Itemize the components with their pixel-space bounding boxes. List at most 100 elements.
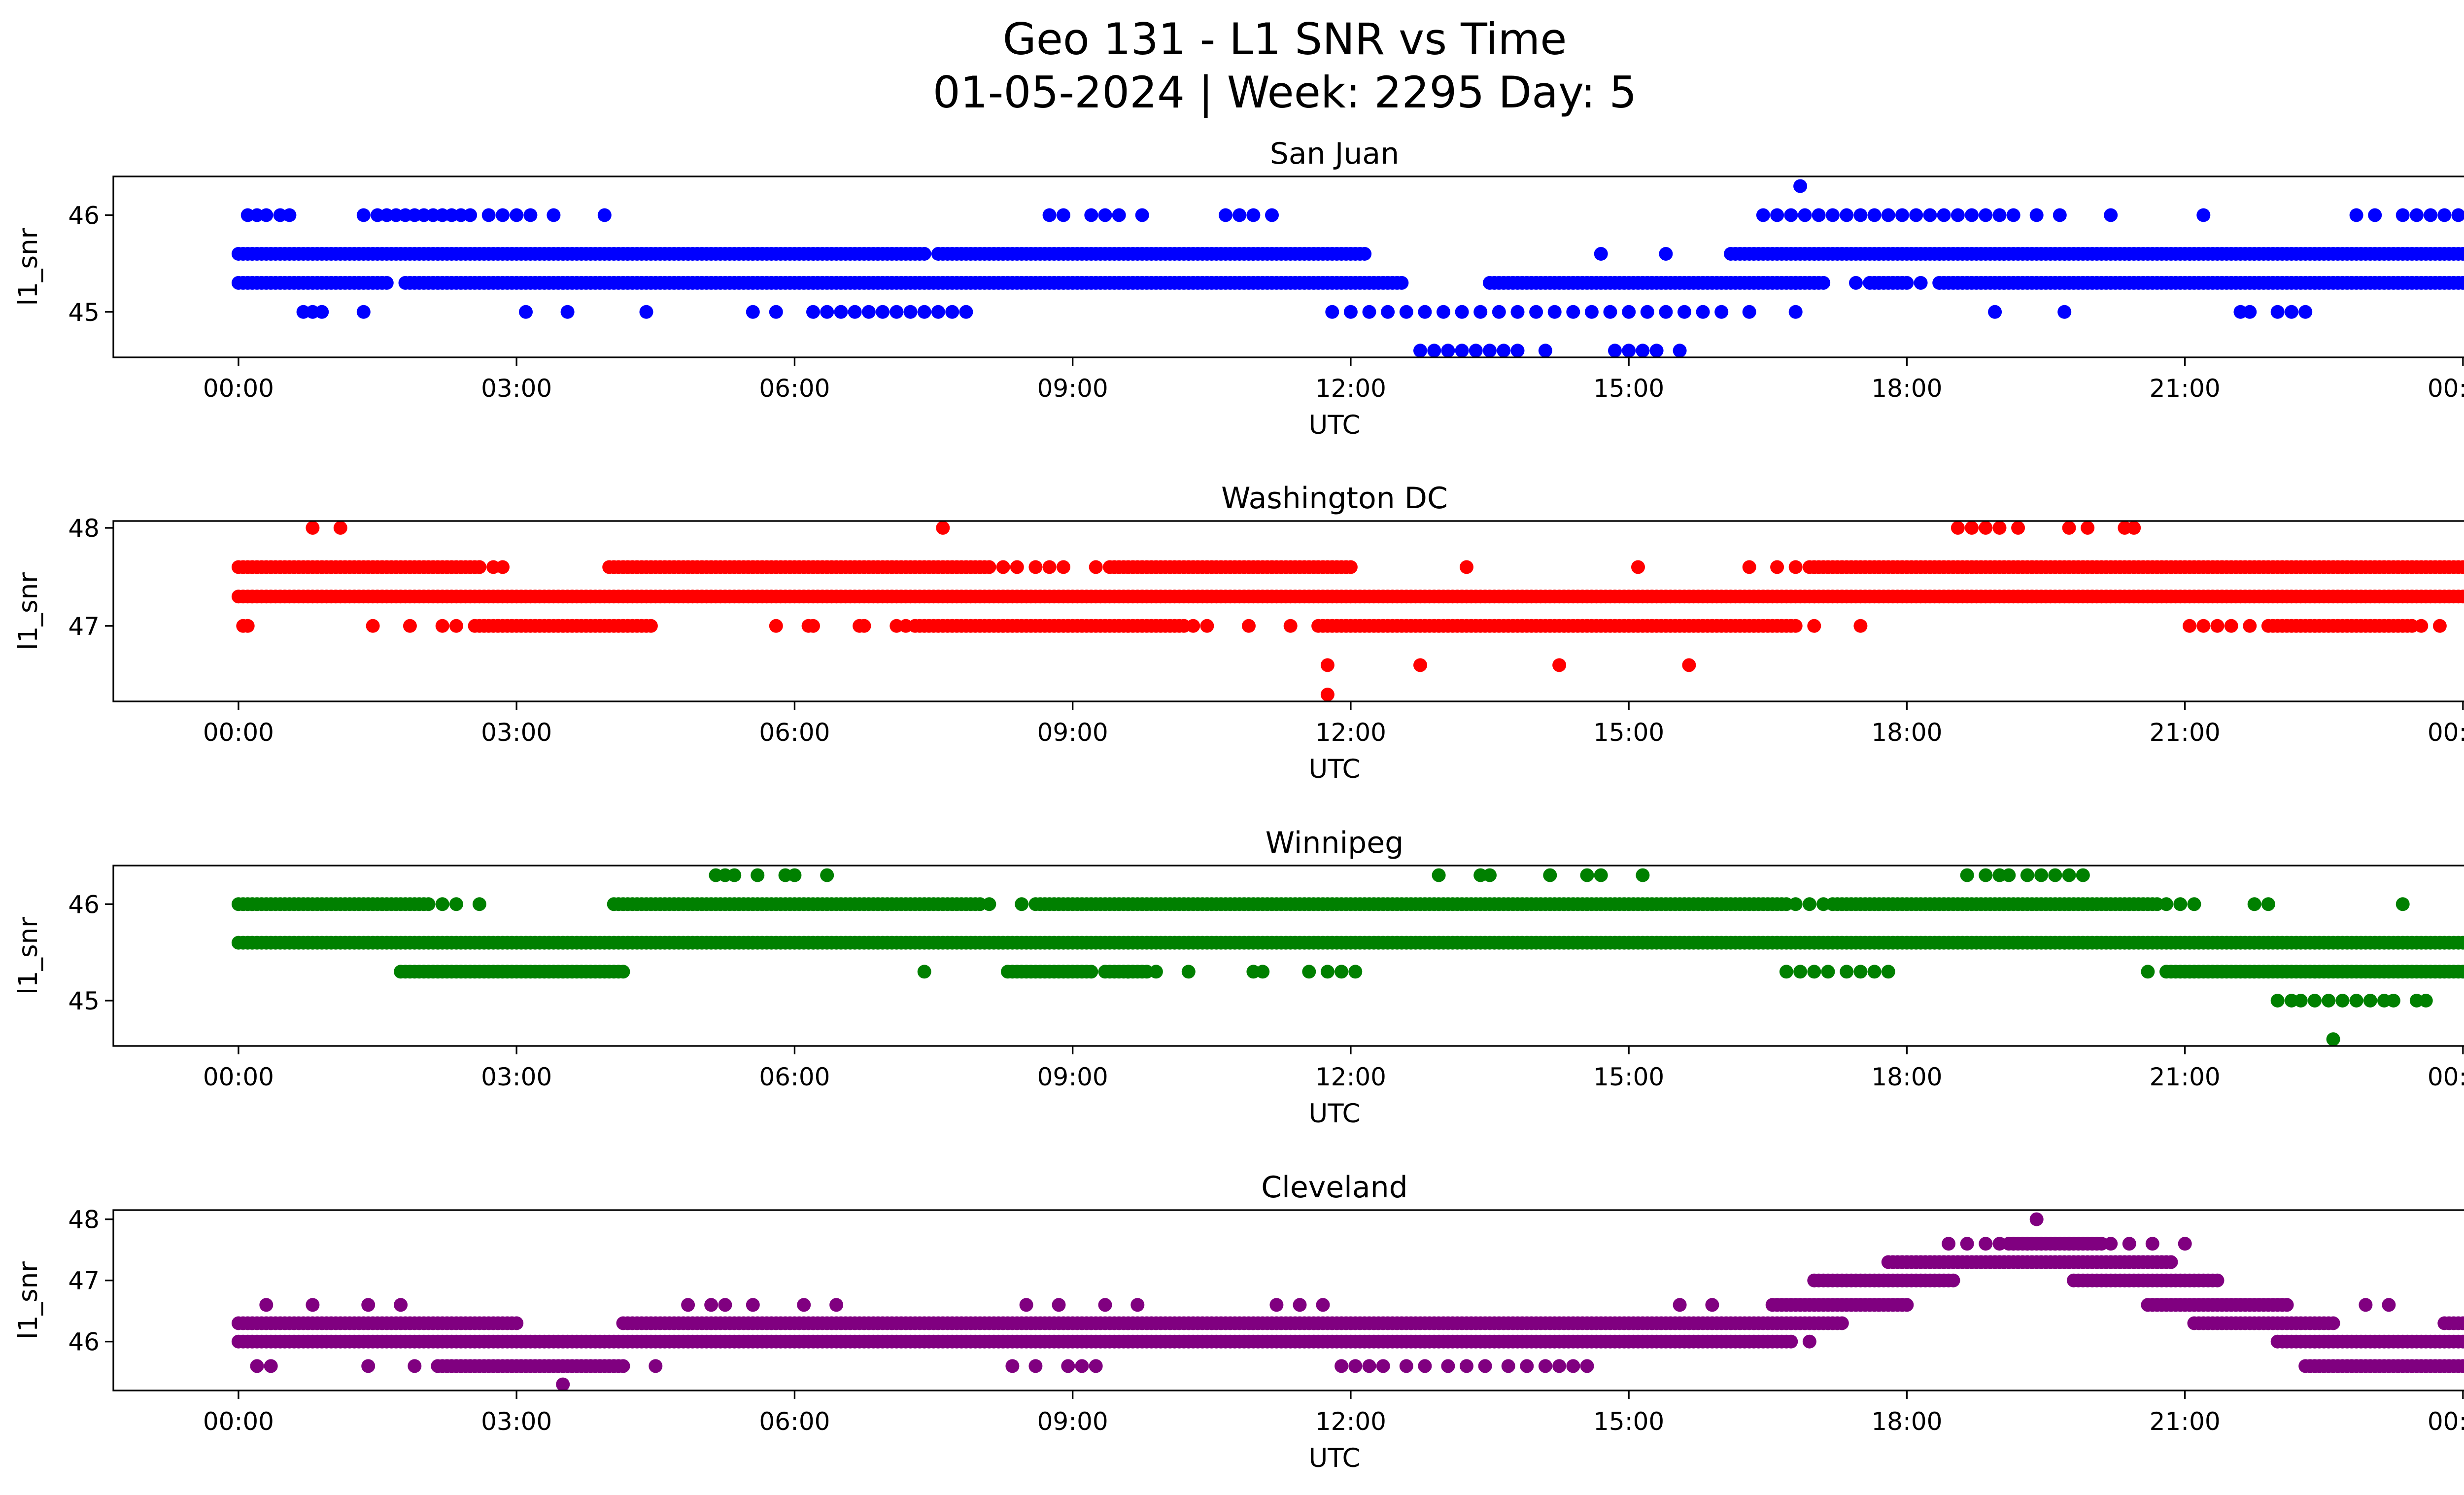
y-axis-label: l1_snr: [13, 228, 43, 306]
data-point: [361, 1359, 376, 1373]
data-point: [597, 208, 612, 222]
data-point: [1895, 208, 1909, 222]
data-point: [1381, 305, 1395, 319]
data-point: [1788, 276, 1803, 290]
data-point: [1200, 619, 1214, 633]
data-point: [1677, 305, 1691, 319]
data-point: [1802, 1334, 1816, 1349]
data-point: [2062, 868, 2076, 882]
data-point: [1348, 1359, 1363, 1373]
data-point: [2409, 208, 2424, 222]
data-point: [1992, 1237, 2007, 1251]
data-point: [1867, 965, 1882, 979]
data-point: [1840, 965, 1854, 979]
data-point: [917, 247, 931, 261]
data-point: [1015, 897, 1029, 911]
data-point: [1413, 344, 1427, 357]
x-tick-label: 21:00: [2150, 374, 2221, 403]
x-tick-label: 06:00: [759, 374, 830, 403]
data-point: [2183, 619, 2197, 633]
data-point: [1580, 868, 1594, 882]
data-point: [2048, 1237, 2062, 1251]
data-point: [1056, 560, 1070, 574]
data-point: [2053, 208, 2067, 222]
data-point: [1988, 305, 2002, 319]
data-point: [876, 305, 890, 319]
y-tick-label: 45: [68, 987, 100, 1015]
data-point: [1265, 208, 1279, 222]
data-point: [1849, 276, 1863, 290]
x-tick-label: 03:00: [481, 1407, 552, 1436]
data-point: [2456, 1334, 2464, 1349]
data-point: [2076, 868, 2090, 882]
data-point: [1483, 344, 1497, 357]
data-point: [435, 619, 449, 633]
data-point: [1816, 897, 1831, 911]
x-tick-label: 12:00: [1315, 1407, 1386, 1436]
data-point: [2006, 208, 2020, 222]
data-point: [2432, 619, 2447, 633]
data-point: [2104, 208, 2118, 222]
data-point: [2141, 965, 2155, 979]
data-point: [1682, 658, 1696, 672]
x-tick-label: 21:00: [2150, 1063, 2221, 1091]
panel-title: San Juan: [1270, 137, 1399, 171]
data-point: [1492, 305, 1506, 319]
data-point: [1084, 208, 1098, 222]
data-point: [2081, 521, 2095, 535]
data-point: [1362, 305, 1376, 319]
data-point: [2224, 619, 2238, 633]
data-point: [2270, 994, 2285, 1008]
panel-title: Cleveland: [1261, 1170, 1407, 1205]
data-point: [704, 1298, 719, 1312]
data-point: [1853, 965, 1868, 979]
data-point: [1028, 1359, 1043, 1373]
data-point: [1992, 208, 2007, 222]
data-point: [1552, 1359, 1567, 1373]
data-point: [1965, 208, 1979, 222]
data-point: [820, 868, 834, 882]
x-tick-label: 00:00: [2428, 374, 2464, 403]
data-point: [1853, 208, 1868, 222]
y-axis-label: l1_snr: [13, 917, 43, 995]
data-point: [1320, 658, 1335, 672]
data-point: [1696, 305, 1710, 319]
data-point: [2368, 208, 2382, 222]
data-point: [2322, 994, 2336, 1008]
data-point: [449, 897, 463, 911]
x-axis-label: UTC: [1308, 1099, 1360, 1129]
data-point: [1979, 208, 1993, 222]
data-point: [903, 305, 918, 319]
data-point: [1089, 560, 1103, 574]
data-point: [1640, 305, 1654, 319]
data-point: [2298, 305, 2313, 319]
data-point: [2196, 208, 2211, 222]
x-tick-label: 00:00: [203, 1063, 274, 1091]
data-point: [1673, 344, 1687, 357]
figure-title-line1: Geo 131 - L1 SNR vs Time: [1003, 14, 1567, 65]
data-point: [2456, 965, 2464, 979]
data-point: [1812, 208, 1826, 222]
data-point: [1242, 619, 1256, 633]
data-point: [2456, 936, 2464, 950]
data-point: [1802, 897, 1816, 911]
data-point: [1673, 1298, 1687, 1312]
data-point: [1149, 965, 1163, 979]
data-point: [1089, 1359, 1103, 1373]
data-point: [2243, 619, 2257, 633]
data-point: [1580, 1359, 1594, 1373]
data-point: [510, 208, 524, 222]
data-point: [2034, 1237, 2049, 1251]
data-point: [1098, 1298, 1112, 1312]
data-point: [240, 619, 255, 633]
data-point: [746, 1298, 760, 1312]
data-point: [1538, 344, 1552, 357]
y-tick-label: 47: [68, 1267, 100, 1295]
data-point: [1510, 305, 1525, 319]
data-point: [829, 1298, 844, 1312]
data-point: [1705, 1298, 1719, 1312]
y-tick-label: 48: [68, 1206, 100, 1234]
x-tick-label: 00:00: [2428, 718, 2464, 747]
data-point: [2326, 1316, 2340, 1330]
data-point: [2349, 994, 2363, 1008]
